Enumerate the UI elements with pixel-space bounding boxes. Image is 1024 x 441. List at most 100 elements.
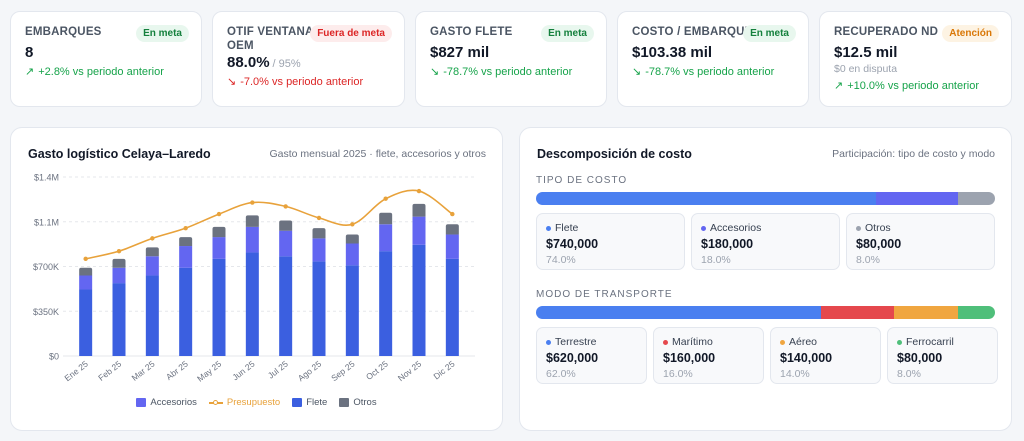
legend-item-flete[interactable]: Flete	[292, 397, 327, 408]
mode-card-maritimo[interactable]: Marítimo $160,000 16.0%	[653, 327, 764, 384]
point-presupuesto	[183, 225, 188, 231]
card-value: $620,000	[546, 351, 599, 365]
kpi-delta: ↗ +10.0% vs periodo anterior	[834, 79, 997, 93]
bar-accesorios	[179, 246, 193, 268]
bar-otros	[412, 203, 426, 217]
trend-up-icon: ↗	[25, 66, 35, 78]
bar-otros	[279, 220, 293, 231]
kpi-label: COSTO / EMBARQUE	[632, 26, 753, 38]
card-pct: 8.0%	[897, 368, 921, 380]
dot-icon	[546, 225, 551, 231]
kpi-value: $827 mil	[430, 44, 592, 61]
spend-chart[interactable]: $0 $350K $700K $1.1M $1.4M Ene 25 Feb 25 Mar 25…	[11, 128, 504, 432]
bar-accesorios	[245, 226, 259, 253]
dot-icon	[780, 339, 785, 345]
card-pct: 8.0%	[856, 254, 880, 266]
bar-otros	[312, 228, 326, 239]
bar-accesorios	[412, 216, 426, 245]
x-tick-label: Jul 25	[266, 359, 290, 381]
kpi-card-recuperado: RECUPERADO ND Atención $12.5 mil $0 en d…	[819, 11, 1012, 107]
y-tick-label: $700K	[33, 262, 59, 272]
card-value: $180,000	[701, 237, 754, 251]
status-badge: En meta	[136, 25, 189, 42]
legend-item-otros[interactable]: Otros	[339, 397, 377, 408]
point-presupuesto	[250, 200, 255, 205]
transport-mode-segment-3	[958, 306, 995, 319]
x-tick-label: Nov 25	[396, 359, 424, 384]
bar-otros	[79, 267, 93, 276]
chart-title: Gasto logístico Celaya–Laredo	[28, 147, 211, 161]
dot-icon	[701, 225, 706, 231]
bar-accesorios	[312, 238, 326, 262]
card-label: Aéreo	[789, 336, 818, 348]
cost-type-card-flete[interactable]: Flete $740,000 74.0%	[536, 213, 685, 270]
cost-type-cards: Flete $740,000 74.0% Accesorios $180,000…	[536, 213, 995, 270]
bar-flete	[279, 256, 293, 356]
kpi-delta-text: -7.0% vs periodo anterior	[240, 75, 364, 88]
cost-type-segment-2	[958, 192, 995, 205]
point-presupuesto	[350, 222, 355, 227]
bar-otros	[145, 247, 159, 257]
breakdown-title: Descomposición de costo	[537, 147, 692, 161]
kpi-card-costo-embarque: COSTO / EMBARQUE En meta $103.38 mil ↘ -7…	[617, 11, 809, 107]
kpi-value: $103.38 mil	[632, 44, 794, 61]
card-pct: 18.0%	[701, 254, 731, 266]
card-label: Flete	[555, 222, 579, 234]
transport-mode-bar	[536, 306, 995, 319]
kpi-card-embarques: EMBARQUES En meta 8 ↗ +2.8% vs periodo an…	[10, 11, 202, 107]
bar-otros	[179, 237, 193, 247]
kpi-value-text: $103.38 mil	[632, 44, 713, 61]
trend-up-icon: ↗	[834, 80, 844, 92]
x-tick-label: Mar 25	[130, 359, 157, 383]
kpi-value: 8	[25, 44, 187, 61]
card-label: Ferrocarril	[906, 336, 954, 348]
x-tick-label: Feb 25	[96, 359, 123, 383]
trend-down-icon: ↘	[632, 66, 642, 78]
mode-card-aereo[interactable]: Aéreo $140,000 14.0%	[770, 327, 881, 384]
kpi-label: RECUPERADO ND	[834, 26, 939, 38]
chart-panel: Gasto logístico Celaya–Laredo Gasto mens…	[10, 127, 503, 431]
kpi-delta: ↘ -78.7% vs periodo anterior	[632, 65, 794, 79]
cost-type-card-accesorios[interactable]: Accesorios $180,000 18.0%	[691, 213, 840, 270]
kpi-label: OTIF VENTANA OEM	[227, 26, 314, 52]
x-tick-label: Oct 25	[364, 359, 390, 382]
legend-item-presupuesto[interactable]: Presupuesto	[208, 397, 280, 408]
bar-accesorios	[379, 224, 393, 252]
breakdown-subtitle: Participación: tipo de costo y modo	[832, 148, 995, 160]
dot-icon	[663, 339, 668, 345]
bar-flete	[412, 244, 426, 356]
status-badge: Atención	[942, 25, 999, 42]
bar-flete	[445, 258, 459, 356]
x-tick-label: May 25	[195, 359, 223, 384]
mode-card-terrestre[interactable]: Terrestre $620,000 62.0%	[536, 327, 647, 384]
cost-type-card-otros[interactable]: Otros $80,000 8.0%	[846, 213, 995, 270]
point-presupuesto	[83, 256, 88, 262]
bar-flete	[345, 265, 359, 356]
y-tick-label: $350K	[33, 307, 59, 317]
kpi-label: GASTO FLETE	[430, 26, 513, 38]
card-label: Otros	[865, 222, 891, 234]
legend-item-accesorios[interactable]: Accesorios	[136, 397, 197, 408]
card-value: $160,000	[663, 351, 716, 365]
chart-legend: Accesorios Presupuesto Flete Otros	[11, 397, 502, 408]
x-tick-label: Jun 25	[230, 359, 256, 383]
transport-mode-segment-0	[536, 306, 821, 319]
bar-accesorios	[79, 275, 93, 290]
mode-card-ferrocarril[interactable]: Ferrocarril $80,000 8.0%	[887, 327, 998, 384]
card-value: $80,000	[897, 351, 943, 365]
bar-otros	[445, 224, 459, 235]
x-tick-label: Dic 25	[431, 359, 456, 382]
transport-mode-segment-2	[894, 306, 959, 319]
kpi-value-text: $827 mil	[430, 44, 490, 61]
trend-down-icon: ↘	[430, 66, 440, 78]
card-label: Marítimo	[672, 336, 713, 348]
bar-accesorios	[279, 230, 293, 257]
card-pct: 16.0%	[663, 368, 693, 380]
bar-otros	[245, 215, 259, 227]
card-value: $740,000	[546, 237, 599, 251]
kpi-target: / 95%	[272, 58, 301, 70]
card-pct: 62.0%	[546, 368, 576, 380]
status-badge: En meta	[743, 25, 796, 42]
point-presupuesto	[150, 236, 155, 241]
kpi-card-gasto-flete: GASTO FLETE En meta $827 mil ↘ -78.7% vs …	[415, 11, 607, 107]
